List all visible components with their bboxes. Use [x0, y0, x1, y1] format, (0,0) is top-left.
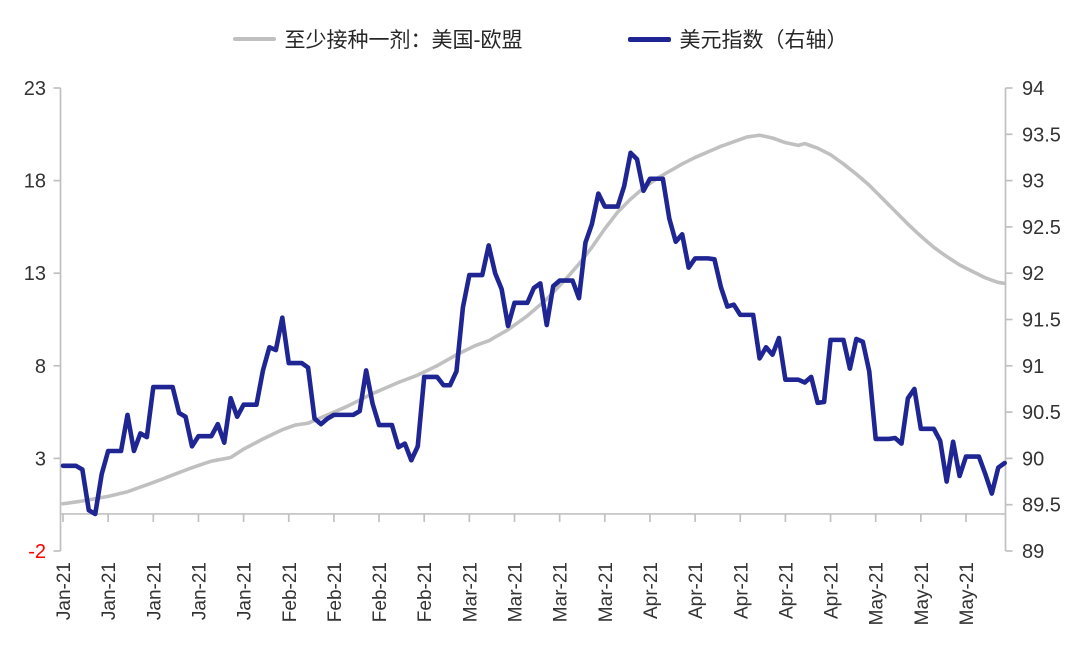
left-axis-tick-label: 23	[24, 78, 46, 100]
x-axis-tick-label: Mar-21	[596, 562, 617, 622]
gray-line-legend-marker-icon	[232, 37, 276, 41]
legend-label-dollar-index: 美元指数（右轴）	[679, 29, 848, 52]
x-axis-tick-label: Jan-21	[189, 562, 210, 620]
x-axis-tick-label: Jan-21	[54, 562, 75, 620]
right-axis-tick-label: 92.5	[1022, 217, 1061, 239]
right-axis-tick-label: 92	[1022, 263, 1044, 285]
x-axis-tick-label: May-21	[957, 562, 978, 625]
dollar-index-line	[60, 150, 1008, 517]
x-axis-tick-label: Feb-21	[325, 562, 346, 622]
navy-line-legend-marker-icon	[627, 36, 671, 42]
x-axis-tick-label: May-21	[867, 562, 888, 625]
left-axis-tick-label: 13	[24, 263, 46, 285]
right-axis-tick-label: 93.5	[1022, 124, 1061, 146]
x-axis-tick-label: Apr-21	[822, 562, 843, 619]
left-axis-tick-label: 8	[35, 356, 46, 378]
right-axis-tick-label: 90	[1022, 448, 1044, 470]
x-axis-tick-label: Feb-21	[415, 562, 436, 622]
left-axis-tick-label: 18	[24, 171, 46, 193]
left-axis-tick-label: -2	[28, 541, 46, 563]
chart-legend: 至少接种一剂：美国-欧盟 美元指数（右轴）	[0, 24, 1080, 54]
left-axis-tick-label: 3	[35, 448, 46, 470]
legend-item-dollar-index: 美元指数（右轴）	[627, 24, 848, 54]
right-axis-tick-label: 89.5	[1022, 495, 1061, 517]
x-axis-tick-label: Apr-21	[776, 562, 797, 619]
x-axis-tick-label: Jan-21	[99, 562, 120, 620]
x-axis-tick-label: Feb-21	[280, 562, 301, 622]
right-axis-tick-label: 93	[1022, 171, 1044, 193]
x-axis-tick-label: Jan-21	[235, 562, 256, 620]
right-axis-tick-label: 94	[1022, 78, 1044, 100]
right-axis-tick-label: 91	[1022, 356, 1044, 378]
x-axis-tick-label: Mar-21	[551, 562, 572, 622]
x-axis-tick-label: Apr-21	[641, 562, 662, 619]
legend-item-vaccination-gap: 至少接种一剂：美国-欧盟	[232, 24, 523, 54]
right-axis-tick-label: 90.5	[1022, 402, 1061, 424]
right-axis-tick-label: 89	[1022, 541, 1044, 563]
vaccination-gap-line	[61, 133, 1007, 506]
x-axis-tick-label: Apr-21	[731, 562, 752, 619]
legend-label-vaccination-gap: 至少接种一剂：美国-欧盟	[284, 29, 523, 52]
x-axis-tick-label: Apr-21	[686, 562, 707, 619]
x-axis-tick-label: May-21	[912, 562, 933, 625]
x-axis-tick-label: Feb-21	[370, 562, 391, 622]
x-axis-tick-label: Mar-21	[506, 562, 527, 622]
x-axis-tick-label: Jan-21	[144, 562, 165, 620]
right-axis-tick-label: 91.5	[1022, 310, 1061, 332]
x-axis-tick-label: Mar-21	[460, 562, 481, 622]
